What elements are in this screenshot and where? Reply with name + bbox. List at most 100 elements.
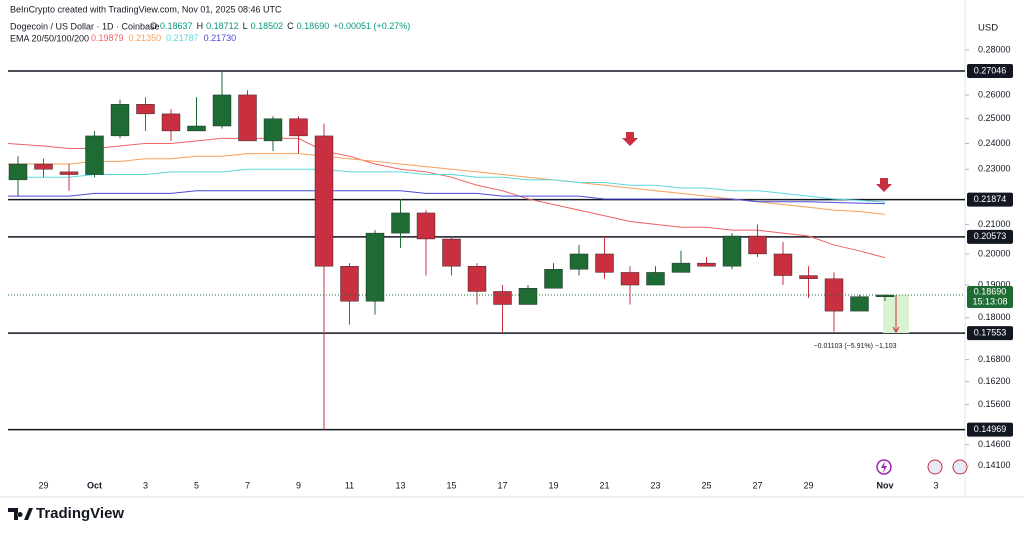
x-tick-label: 27 — [752, 480, 762, 490]
y-tick-label: 0.24000 — [978, 138, 1011, 148]
y-tick-label: 0.16200 — [978, 376, 1011, 386]
ema-title: EMA 20/50/100/200 — [10, 33, 89, 43]
candle-body — [569, 253, 589, 270]
candle-body — [595, 253, 614, 273]
ohlc-key: C — [287, 21, 294, 31]
candle-body — [748, 235, 767, 255]
y-tick-label: 0.14600 — [978, 439, 1011, 449]
level-tag — [967, 64, 1013, 79]
candle-body — [59, 171, 79, 175]
candle-body — [212, 94, 232, 127]
measure-arrow — [892, 326, 900, 334]
symbol: Dogecoin / US Dollar · 1D · Coinbase — [10, 21, 160, 31]
x-tick-label: 25 — [701, 480, 711, 490]
event-icon[interactable] — [952, 459, 968, 475]
y-axis-label: USD — [978, 23, 998, 34]
logo-mark — [8, 508, 33, 520]
ohlc-key: H — [197, 21, 204, 31]
candle-body — [416, 212, 436, 240]
y-tick-label: 0.28000 — [978, 44, 1011, 54]
y-tick-label: 0.23000 — [978, 164, 1011, 174]
level-tag — [967, 192, 1013, 207]
ema-value: 0.21787 — [166, 33, 199, 43]
event-icon[interactable] — [927, 459, 943, 475]
x-tick-label: 17 — [497, 480, 507, 490]
down-arrow — [876, 178, 892, 192]
x-tick-label: 19 — [548, 480, 558, 490]
y-tick-label: 0.26000 — [978, 89, 1011, 99]
x-tick-label: Nov — [876, 480, 893, 490]
x-tick-label: 11 — [345, 480, 354, 490]
ohlc-value: 0.18690 — [297, 21, 330, 31]
candle-body — [161, 113, 181, 132]
y-tick-label: 0.20000 — [978, 248, 1011, 258]
y-tick-label: 0.25000 — [978, 113, 1011, 123]
y-tick-label: 0.14100 — [978, 460, 1011, 470]
candle-body — [544, 269, 563, 289]
x-tick-label: 13 — [395, 480, 405, 490]
header-row: O 0.18637 H 0.18712 L 0.18502 C 0.18690 +0.00051… — [150, 21, 410, 31]
candle-body — [34, 163, 53, 170]
candle-body — [467, 266, 487, 292]
ohlc-value: 0.18712 — [206, 21, 239, 31]
credit: BeInCrypto created with TradingView.com,… — [10, 4, 282, 14]
y-tick-label: 0.16800 — [978, 354, 1011, 364]
x-tick-label: 29 — [38, 480, 48, 490]
candle-body — [340, 266, 359, 302]
level-tag — [967, 229, 1013, 244]
event-icon — [881, 461, 887, 473]
level-tag — [967, 326, 1013, 341]
candle-body — [493, 291, 512, 305]
brand: TradingView — [36, 505, 124, 522]
x-tick-label: 3 — [933, 480, 938, 490]
event-icon[interactable] — [876, 459, 892, 475]
level-tag — [967, 422, 1013, 437]
x-tick-label: 5 — [194, 480, 199, 490]
y-tick-label: 0.18000 — [978, 312, 1011, 322]
y-tick-label: 0.15600 — [978, 399, 1011, 409]
ohlc-value: 0.18637 — [160, 21, 193, 31]
ema-value: 0.21730 — [204, 33, 237, 43]
candle-body — [646, 272, 665, 286]
candle-body — [136, 104, 155, 115]
candle-body — [187, 125, 206, 132]
candle-body — [263, 118, 283, 142]
level-label: 0.17553 — [974, 327, 1007, 337]
candle-body — [110, 104, 130, 137]
measure-label: −0.01103 (−5.91%) −1,103 — [814, 343, 897, 350]
candle-body — [238, 94, 257, 142]
candle-body — [697, 262, 716, 267]
x-tick-label: 15 — [446, 480, 456, 490]
candle-body — [850, 296, 869, 312]
ohlc-key: O — [150, 21, 157, 31]
candle-body — [799, 275, 818, 279]
header-row: 0.19879 0.21350 0.21787 0.21730 — [91, 33, 236, 43]
x-tick-label: 3 — [143, 480, 148, 490]
countdown: 15:13:08 — [972, 296, 1007, 306]
down-arrow — [622, 132, 638, 146]
ema-value: 0.19879 — [91, 33, 124, 43]
ohlc-value: 0.18502 — [251, 21, 284, 31]
candle-body — [518, 288, 538, 305]
change: +0.00051 (+0.27%) — [333, 21, 410, 31]
y-tick-label: 0.19000 — [978, 279, 1011, 289]
candle-body — [85, 135, 104, 175]
candle-body — [289, 118, 308, 137]
x-tick-label: 23 — [650, 480, 660, 490]
level-label: 0.21874 — [974, 194, 1007, 204]
candle-body — [722, 235, 742, 267]
candle-body — [773, 253, 793, 276]
candle-body — [620, 272, 640, 286]
candle-body — [442, 238, 461, 267]
x-tick-label: 21 — [599, 480, 609, 490]
candle-body — [671, 262, 691, 273]
candle-body — [8, 163, 28, 181]
candle-body — [391, 212, 410, 234]
ema-line — [7, 137, 886, 259]
x-tick-label: 9 — [296, 480, 301, 490]
y-tick-label: 0.21000 — [978, 219, 1011, 229]
ema-line — [8, 190, 886, 205]
current-price-tag — [967, 286, 1013, 309]
